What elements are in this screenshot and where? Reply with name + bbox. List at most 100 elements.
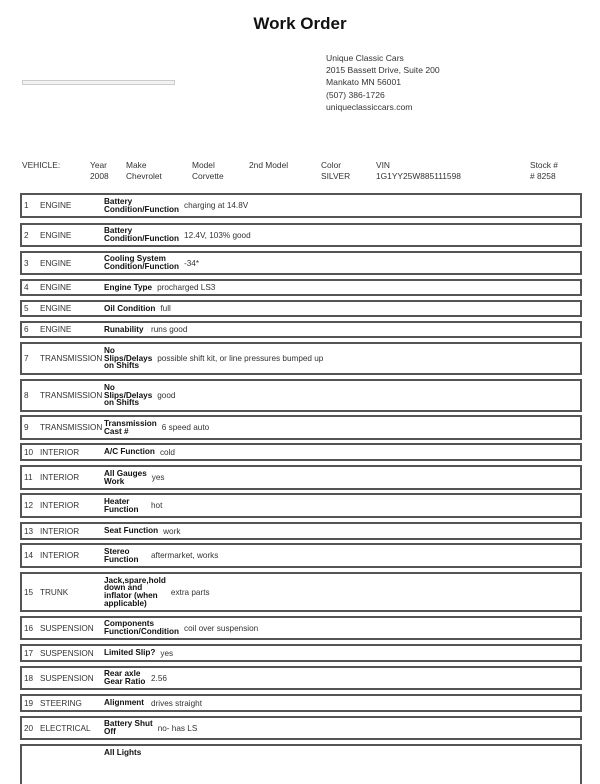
item-label: No Slips/Delays on Shifts <box>104 346 153 371</box>
item-value: charging at 14.8V <box>184 201 249 210</box>
item-category: INTERIOR <box>40 473 80 482</box>
item-category: ENGINE <box>40 258 72 268</box>
item-category: ENGINE <box>40 325 72 334</box>
table-row: 17 SUSPENSION Limited Slip? yes <box>20 644 582 662</box>
item-category: ENGINE <box>40 304 72 313</box>
table-row: 19 STEERING Alignment drives straight <box>20 694 582 712</box>
item-value: -34* <box>184 258 200 268</box>
item-number: 18 <box>24 673 34 683</box>
item-label: Heater Function <box>104 496 139 514</box>
item-category: TRANSMISSION <box>40 423 103 432</box>
field-value: Chevrolet <box>126 171 162 181</box>
item-label: Cooling System Condition/Function <box>104 254 180 271</box>
field-value: Corvette <box>192 171 224 181</box>
item-number: 12 <box>24 501 34 510</box>
item-field: Transmission Cast # 6 speed auto <box>104 418 210 436</box>
item-label: Jack,spare,hold down and inflator (when … <box>104 575 166 608</box>
field-header: Stock # <box>530 160 558 170</box>
table-row: 2 ENGINE Battery Condition/Function 12.4V, … <box>20 223 582 247</box>
item-field: Battery Shut Off no- has LS <box>104 719 198 736</box>
item-number: 4 <box>24 283 29 292</box>
item-value: 6 speed auto <box>161 423 210 432</box>
table-row: 1 ENGINE Battery Condition/Function chargin… <box>20 193 582 218</box>
table-row: 10 INTERIOR A/C Function cold <box>20 443 582 461</box>
vehicle-year: Year 2008 <box>90 160 109 182</box>
table-row: 9 TRANSMISSION Transmission Cast # 6 speed … <box>20 415 582 440</box>
item-value: full <box>160 304 171 313</box>
item-category: SUSPENSION <box>40 648 94 658</box>
item-value: 2.56 <box>151 673 167 683</box>
field-header: Make <box>126 160 147 170</box>
item-field: Cooling System Condition/Function -34* <box>104 254 200 271</box>
field-header: VIN <box>376 160 390 170</box>
item-value: 12.4V, 103% good <box>184 230 251 240</box>
item-label: A/C Function <box>104 447 155 457</box>
item-field: Components Function/Condition coil over s… <box>104 620 259 636</box>
vehicle-stock: Stock # # 8258 <box>530 160 558 182</box>
item-number: 5 <box>24 304 29 313</box>
table-row: 16 SUSPENSION Components Function/Conditio… <box>20 616 582 640</box>
field-header: Color <box>321 160 342 170</box>
item-category: SUSPENSION <box>40 673 94 683</box>
logo-placeholder <box>22 80 175 85</box>
table-row: 11 INTERIOR All Gauges Work yes <box>20 465 582 490</box>
item-value: extra parts <box>170 587 210 597</box>
vehicle-make: Make Chevrolet <box>126 160 162 182</box>
item-category: SUSPENSION <box>40 623 94 633</box>
field-value: SILVER <box>321 171 351 181</box>
item-label: Rear axle Gear Ratio <box>104 669 146 686</box>
item-value: no- has LS <box>157 723 198 733</box>
item-category: INTERIOR <box>40 551 80 560</box>
item-category: ENGINE <box>40 283 72 292</box>
item-number: 19 <box>24 698 34 708</box>
table-row: 5 ENGINE Oil Condition full <box>20 300 582 317</box>
vehicle-color: Color SILVER <box>321 160 350 182</box>
table-row: 20 ELECTRICAL Battery Shut Off no- has LS <box>20 716 582 740</box>
item-category: INTERIOR <box>40 501 80 510</box>
item-category: ENGINE <box>40 201 72 210</box>
item-field: All Lights <box>104 749 151 757</box>
item-field: Battery Condition/Function 12.4V, 103% go… <box>104 226 251 243</box>
item-category: ENGINE <box>40 230 72 240</box>
item-number: 9 <box>24 423 29 432</box>
item-value: yes <box>151 473 165 482</box>
item-value: cold <box>159 447 175 457</box>
item-value: coil over suspension <box>184 623 259 633</box>
field-header: Model <box>192 160 215 170</box>
item-field: Alignment drives straight <box>104 699 202 708</box>
field-header: 2nd Model <box>249 160 289 170</box>
item-number: 11 <box>24 473 33 482</box>
item-field: Runability runs good <box>104 325 187 334</box>
item-label: Stereo Function <box>104 546 139 564</box>
item-number: 3 <box>24 258 29 268</box>
item-label: Transmission Cast # <box>104 418 157 436</box>
item-label: Runability <box>104 324 144 334</box>
item-category: STEERING <box>40 698 82 708</box>
item-field: Heater Function hot <box>104 496 162 514</box>
item-number: 10 <box>24 447 34 457</box>
item-value: work <box>163 526 181 536</box>
item-label: Alignment <box>104 698 145 708</box>
item-label: Battery Condition/Function <box>104 226 180 243</box>
item-number: 2 <box>24 230 29 240</box>
item-number: 15 <box>24 587 34 597</box>
table-row: 7 TRANSMISSION No Slips/Delays on Shifts po… <box>20 342 582 375</box>
table-row: 4 ENGINE Engine Type procharged LS3 <box>20 279 582 296</box>
company-website: uniqueclassiccars.com <box>326 101 413 112</box>
item-value: runs good <box>151 325 188 334</box>
item-label: No Slips/Delays on Shifts <box>104 383 153 408</box>
item-label: All Gauges Work <box>104 468 147 486</box>
company-name: Unique Classic Cars <box>326 53 404 63</box>
item-label: All Lights <box>104 748 142 757</box>
vehicle-label: VEHICLE: <box>22 160 61 170</box>
item-value: yes <box>160 648 174 658</box>
item-field: Seat Function work <box>104 527 180 536</box>
item-label: Battery Shut Off <box>104 719 153 736</box>
item-value: good <box>157 391 176 400</box>
item-number: 13 <box>24 526 34 536</box>
item-number: 20 <box>24 723 34 733</box>
table-row: 18 SUSPENSION Rear axle Gear Ratio 2.56 <box>20 666 582 690</box>
company-phone: (507) 386-1726 <box>326 89 385 100</box>
item-value: drives straight <box>151 698 202 708</box>
item-category: ELECTRICAL <box>40 723 91 733</box>
